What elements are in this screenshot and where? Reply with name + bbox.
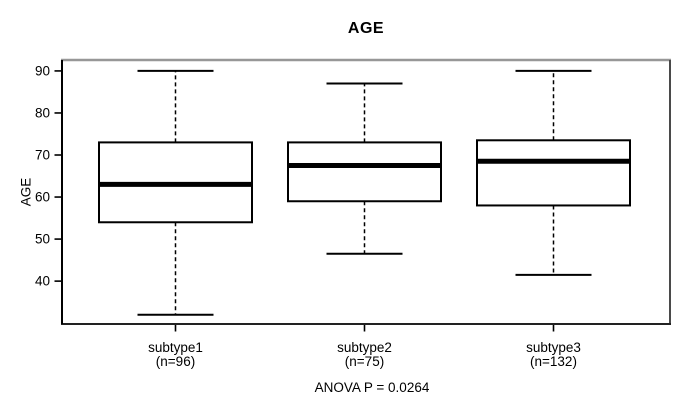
x-label-subtype2: subtype2 (n=75): [285, 341, 445, 369]
x-category-count: (n=75): [344, 354, 385, 369]
x-category-count: (n=96): [155, 354, 196, 369]
chart-title: AGE: [347, 20, 385, 37]
y-tick-label: 90: [35, 63, 50, 78]
x-category-label: subtype3: [526, 340, 581, 355]
y-tick-label: 50: [35, 232, 50, 247]
y-tick-label: 80: [35, 105, 50, 120]
x-category-label: subtype1: [148, 340, 203, 355]
x-category-label: subtype2: [337, 340, 392, 355]
x-category-count: (n=132): [530, 354, 577, 369]
anova-annotation: ANOVA P = 0.0264: [314, 380, 430, 395]
x-label-subtype1: subtype1 (n=96): [96, 341, 256, 369]
x-label-subtype3: subtype3 (n=132): [474, 341, 634, 369]
box-iqr: [287, 141, 442, 203]
y-tick-label: 60: [35, 190, 50, 205]
y-tick-label: 40: [35, 274, 50, 289]
y-tick-label: 70: [35, 148, 50, 163]
box-iqr: [476, 139, 631, 207]
y-axis-title: AGE: [18, 177, 34, 207]
